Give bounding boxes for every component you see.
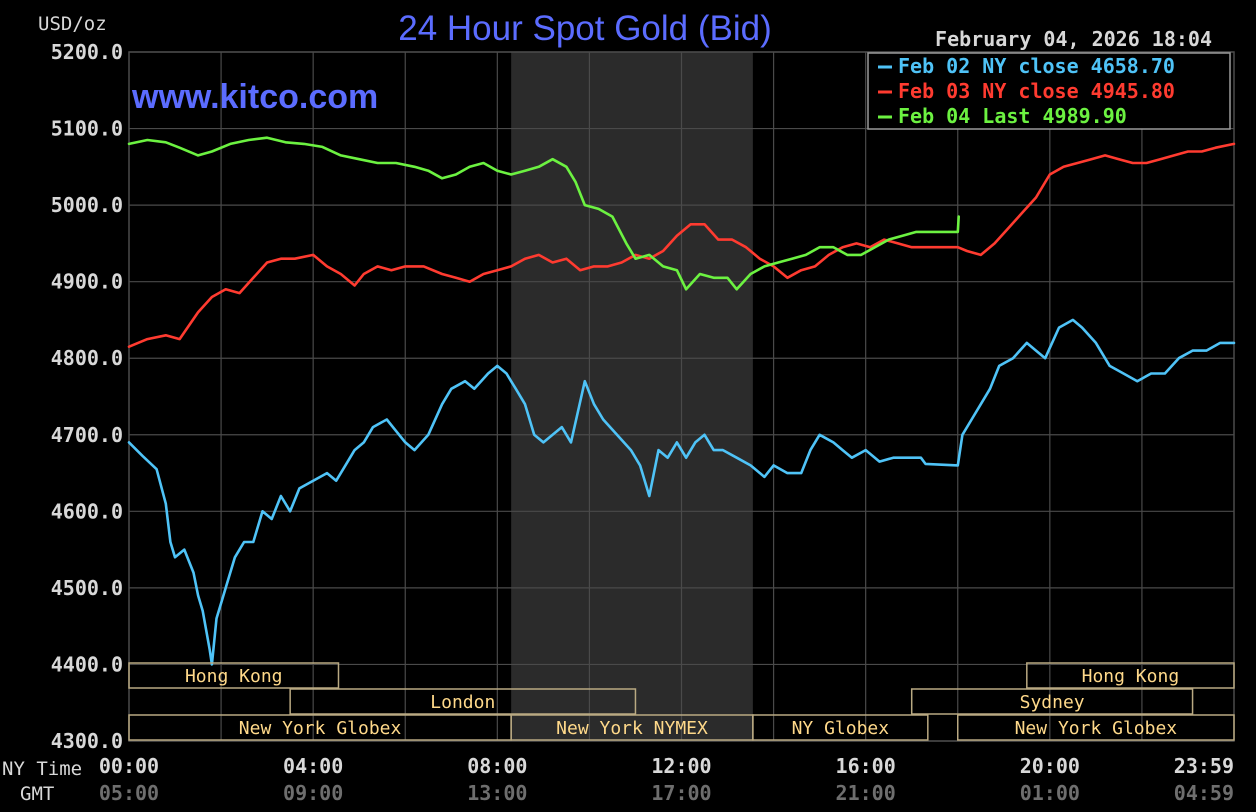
legend-entry-0: Feb 02 NY close 4658.70 <box>898 54 1175 78</box>
trading-sessions: Hong Kong Hong Kong London Sydney New York G… <box>128 662 1235 741</box>
x-tick-gmt-0: 05:00 <box>99 781 159 805</box>
x-tick-ny-6: 23:59 <box>1174 754 1234 778</box>
chart-title: 24 Hour Spot Gold (Bid) <box>398 9 772 48</box>
session-label-6: NY Globex <box>792 718 890 739</box>
legend-box <box>867 52 1231 130</box>
legend-entry-1: Feb 03 NY close 4945.80 <box>898 79 1175 103</box>
y-tick-label-5: 4700.0 <box>51 423 123 447</box>
x-tick-ny-2: 08:00 <box>467 754 527 778</box>
y-tick-label-2: 5000.0 <box>51 193 123 217</box>
session-box-6 <box>752 714 929 741</box>
y-tick-labels: 5200.0 5100.0 5000.0 4900.0 4800.0 4700.0 4600… <box>51 40 123 753</box>
y-tick-label-8: 4400.0 <box>51 652 123 676</box>
session-label-3: Sydney <box>1020 692 1085 713</box>
timestamp: February 04, 2026 18:04 <box>935 27 1212 51</box>
x-tick-gmt-4: 21:00 <box>836 781 896 805</box>
x-tick-ny-0: 00:00 <box>99 754 159 778</box>
y-tick-label-4: 4800.0 <box>51 346 123 370</box>
watermark: www.kitco.com <box>131 78 378 116</box>
session-box-2 <box>289 688 637 715</box>
x-row-label-ny: NY Time <box>2 758 82 780</box>
session-label-7: New York Globex <box>1015 718 1178 739</box>
shaded-range <box>511 52 753 741</box>
grid <box>128 51 1235 742</box>
plot-frame <box>128 51 1235 742</box>
series-line-1 <box>127 142 1236 348</box>
x-tick-gmt-6: 04:59 <box>1174 781 1234 805</box>
session-label-2: London <box>430 692 495 713</box>
y-tick-label-9: 4300.0 <box>51 729 123 753</box>
y-tick-label-3: 4900.0 <box>51 270 123 294</box>
y-tick-label-6: 4600.0 <box>51 499 123 523</box>
x-tick-ny-5: 20:00 <box>1020 754 1080 778</box>
x-tick-ny-3: 12:00 <box>651 754 711 778</box>
session-box-1 <box>1026 662 1235 689</box>
x-row-label-gmt: GMT <box>20 783 54 805</box>
x-tick-gmt-1: 09:00 <box>283 781 343 805</box>
session-box-3 <box>910 688 1194 715</box>
series-line-2 <box>127 136 960 291</box>
x-tick-gmt-5: 01:00 <box>1020 781 1080 805</box>
series-line-0 <box>127 318 1236 666</box>
session-label-4: New York Globex <box>239 718 402 739</box>
series-lines <box>127 136 1236 666</box>
x-tick-labels: 00:00 05:00 04:00 09:00 08:00 13:00 12:00 17:00… <box>99 754 1234 805</box>
session-label-5: New York NYMEX <box>556 718 708 739</box>
y-tick-label-7: 4500.0 <box>51 576 123 600</box>
y-tick-label-1: 5100.0 <box>51 117 123 141</box>
y-axis-label: USD/oz <box>38 13 107 35</box>
x-tick-ny-1: 04:00 <box>283 754 343 778</box>
legend-entry-2: Feb 04 Last 4989.90 <box>898 104 1127 128</box>
session-box-7 <box>957 714 1235 741</box>
x-tick-ny-4: 16:00 <box>836 754 896 778</box>
x-tick-gmt-2: 13:00 <box>467 781 527 805</box>
session-label-1: Hong Kong <box>1082 666 1180 687</box>
session-box-0 <box>128 662 340 689</box>
session-label-0: Hong Kong <box>185 666 283 687</box>
nymex-shaded-range <box>511 52 753 741</box>
x-tick-gmt-3: 17:00 <box>651 781 711 805</box>
y-tick-label-0: 5200.0 <box>51 40 123 64</box>
